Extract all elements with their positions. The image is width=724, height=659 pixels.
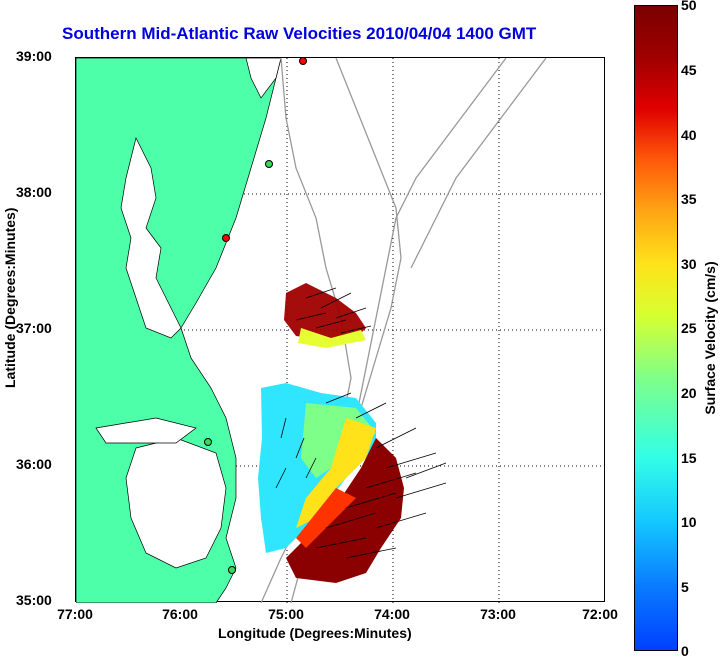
red-station	[299, 58, 307, 65]
colorbar-tick: 15	[681, 450, 697, 466]
colorbar	[634, 5, 678, 651]
y-tick-label: 36:00	[16, 456, 52, 472]
map-plot[interactable]	[75, 57, 606, 603]
x-tick-label: 77:00	[57, 606, 93, 622]
green-station	[228, 566, 236, 574]
colorbar-tick: 50	[681, 0, 697, 13]
y-axis-title: Latitude (Degrees:Minutes)	[2, 207, 18, 388]
colorbar-tick: 5	[681, 579, 689, 595]
y-tick-label: 39:00	[16, 48, 52, 64]
velocity-vectors	[275, 287, 447, 559]
x-axis-title: Longitude (Degrees:Minutes)	[218, 625, 412, 641]
x-tick-label: 75:00	[268, 606, 304, 622]
delaware-bay	[245, 58, 282, 99]
y-tick-label: 37:00	[16, 320, 52, 336]
x-tick-label: 72:00	[582, 606, 618, 622]
colorbar-tick: 10	[681, 514, 697, 530]
colorbar-tick: 40	[681, 127, 697, 143]
x-tick-label: 76:00	[162, 606, 198, 622]
colorbar-tick: 30	[681, 256, 697, 272]
x-tick-label: 73:00	[480, 606, 516, 622]
albemarle-sound	[95, 417, 197, 444]
colorbar-tick: 20	[681, 385, 697, 401]
colorbar-title: Surface Velocity (cm/s)	[702, 261, 718, 415]
red-station	[222, 234, 230, 242]
y-tick-label: 35:00	[16, 592, 52, 608]
y-tick-label: 38:00	[16, 184, 52, 200]
colorbar-tick: 35	[681, 191, 697, 207]
pamlico-sound	[125, 437, 227, 569]
green-station	[265, 160, 273, 168]
x-tick-label: 74:00	[374, 606, 410, 622]
map-title: Southern Mid-Atlantic Raw Velocities 201…	[62, 24, 537, 43]
velocity-field-core	[286, 438, 404, 583]
chesapeake-bay	[120, 136, 182, 339]
colorbar-tick: 25	[681, 320, 697, 336]
colorbar-tick: 45	[681, 62, 697, 78]
velocity-field-north	[284, 283, 366, 340]
colorbar-tick: 0	[681, 643, 689, 659]
map-canvas	[76, 58, 606, 603]
green-station	[204, 438, 212, 446]
